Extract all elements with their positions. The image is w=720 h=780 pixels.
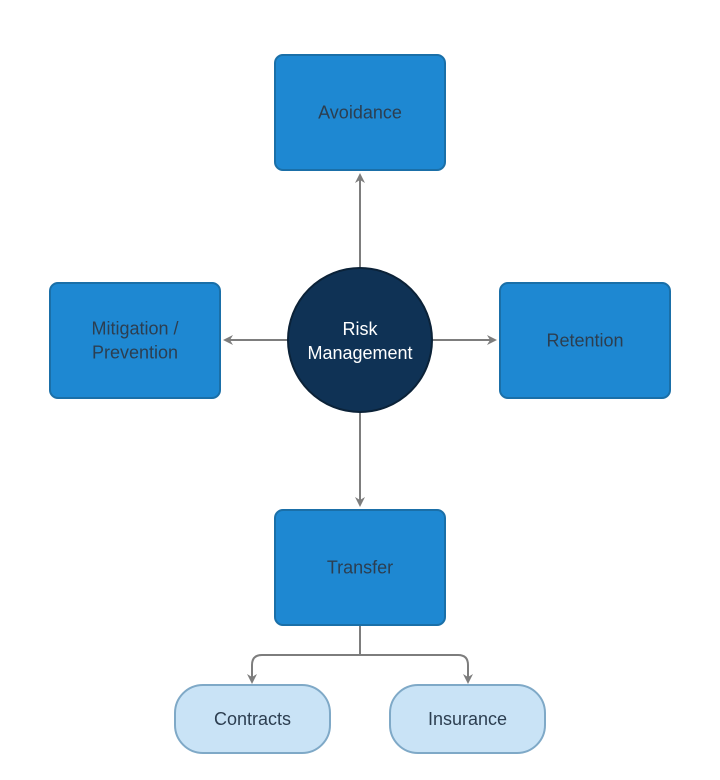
node-child_right-label: Insurance [428, 709, 507, 729]
node-top-label: Avoidance [318, 102, 402, 122]
node-bottom-label: Transfer [327, 557, 393, 577]
risk-management-diagram: Avoidance Mitigation / Prevention Retention… [0, 0, 720, 780]
node-right: Retention [500, 283, 670, 398]
node-center-label-1: Risk [343, 319, 379, 339]
node-child_left-label: Contracts [214, 709, 291, 729]
node-center: Risk Management [288, 268, 432, 412]
node-left-label-2: Prevention [92, 342, 178, 362]
node-bottom: Transfer [275, 510, 445, 625]
edge-transfer-contracts [252, 625, 360, 682]
node-left-label-1: Mitigation / [91, 318, 178, 338]
edge-transfer-insurance [360, 625, 468, 682]
node-right-label: Retention [546, 330, 623, 350]
node-center-label-2: Management [307, 343, 412, 363]
node-top: Avoidance [275, 55, 445, 170]
node-child_right: Insurance [390, 685, 545, 753]
node-left: Mitigation / Prevention [50, 283, 220, 398]
node-child_left: Contracts [175, 685, 330, 753]
